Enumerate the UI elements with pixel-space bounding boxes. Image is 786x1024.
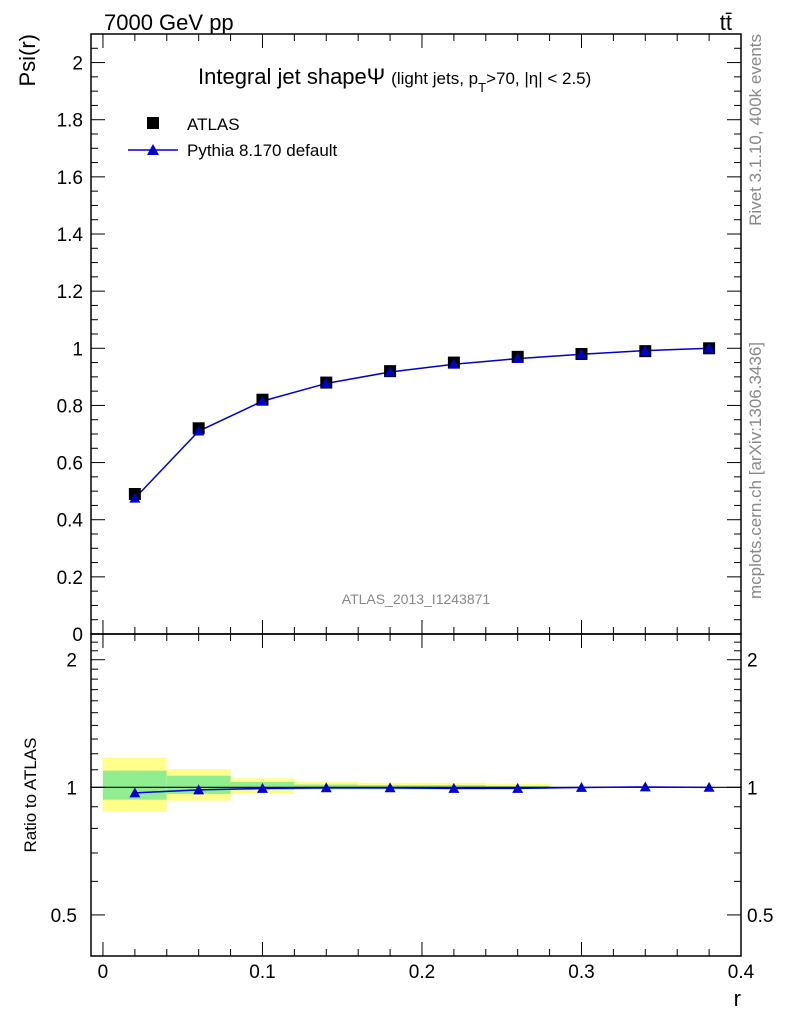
ratio-pythia-point [193,784,205,795]
pythia-data-point [320,377,332,388]
main-y-tick-label: 0.2 [57,568,83,589]
ratio-pythia-point [703,781,715,792]
pythia-data-point [512,353,524,363]
main-y-tick-label: 1.4 [57,225,84,246]
ratio-y-tick-label: 1 [66,778,77,799]
x-tick-label: 0.2 [409,962,435,983]
ratio-series-group [129,781,715,798]
ratio-pythia-point [512,782,524,793]
chart-subtitle-sub: T [478,80,486,95]
ratio-pythia-point [129,787,141,798]
main-y-tick-label: 1.8 [57,111,83,132]
pythia-data-point [129,492,141,503]
legend-pythia-label: Pythia 8.170 default [187,141,338,160]
ratio-y-tick-label: 0.5 [51,906,77,927]
chart-title-main: Integral jet shapeΨ [198,64,385,89]
legend: ATLAS Pythia 8.170 default [128,115,338,160]
analysis-watermark: ATLAS_2013_I1243871 [342,591,491,607]
main-y-tick-label: 2 [72,54,83,75]
ratio-y-axis-label: Ratio to ATLAS [21,738,40,853]
main-y-axis-label: Psi(r) [15,34,40,87]
main-y-tick-label: 1 [72,339,83,360]
pythia-data-point [575,348,587,359]
pythia-data-point [448,358,460,369]
main-y-axis: 0 0.2 0.4 0.6 0.8 1 1.2 1.4 1.6 1.8 2 [57,47,741,646]
main-y-tick-label: 1.2 [57,282,83,303]
ratio-pythia-point [384,782,396,793]
header-collision-label: 7000 GeV pp [104,10,234,35]
main-y-tick-label: 1.6 [57,168,83,189]
ratio-y-tick-label-right: 0.5 [747,906,773,927]
ratio-pythia-point [575,782,587,792]
legend-atlas-marker [147,117,159,129]
ratio-plot-frame [90,633,742,957]
mcplots-source-label: mcplots.cern.ch [arXiv:1306.3436] [746,342,765,599]
ratio-y-tick-label-right: 2 [747,651,758,672]
pythia-data-point [193,425,205,436]
legend-atlas-label: ATLAS [187,115,240,134]
ratio-x-axis: 0 0.1 0.2 0.3 0.4 [98,634,755,983]
x-axis-label: r [734,986,741,1011]
main-plot-panel: 0 0.2 0.4 0.6 0.8 1 1.2 1.4 1.6 1.8 2 Integral jet… [15,33,742,646]
ratio-y-tick-label: 2 [66,651,77,672]
pythia-data-point [384,366,396,377]
ratio-pythia-point [320,782,332,793]
main-series-group [128,342,716,503]
chart-title: Integral jet shapeΨ (light jets, pT>70, |… [198,64,591,95]
pythia-data-point [256,395,268,406]
ratio-plot-panel: 0.5 0.51 12 2 0 0.1 0.2 0.3 0.4 Ratio to ATLAS … [21,633,773,1011]
ratio-pythia-line [134,786,710,794]
main-y-tick-label: 0.4 [57,511,84,532]
x-tick-label: 0 [98,962,109,983]
chart-subtitle-tail: >70, |η| < 2.5) [486,69,591,88]
x-tick-label: 0.1 [249,962,275,983]
ratio-pythia-point [448,782,460,793]
header-process-label: tt̄ [720,10,732,35]
ratio-pythia-point [256,782,268,793]
main-x-axis [102,34,742,634]
main-y-tick-label: 0.6 [57,454,83,475]
chart-subtitle: (light jets, p [391,69,478,88]
ratio-y-tick-label-right: 1 [747,778,758,799]
pythia-line [134,347,710,499]
pythia-data-point [703,342,715,353]
ratio-y-axis: 0.5 0.5 1 1 2 2 [51,641,773,927]
rivet-version-label: Rivet 3.1.10, 400k events [746,34,765,226]
main-y-tick-label: 0 [72,625,83,646]
ratio-pythia-point [639,781,651,792]
x-tick-label: 0.4 [728,962,755,983]
x-tick-label: 0.3 [568,962,594,983]
pythia-data-point [639,345,651,355]
main-y-tick-label: 0.8 [57,396,83,417]
legend-pythia-marker [147,144,159,155]
